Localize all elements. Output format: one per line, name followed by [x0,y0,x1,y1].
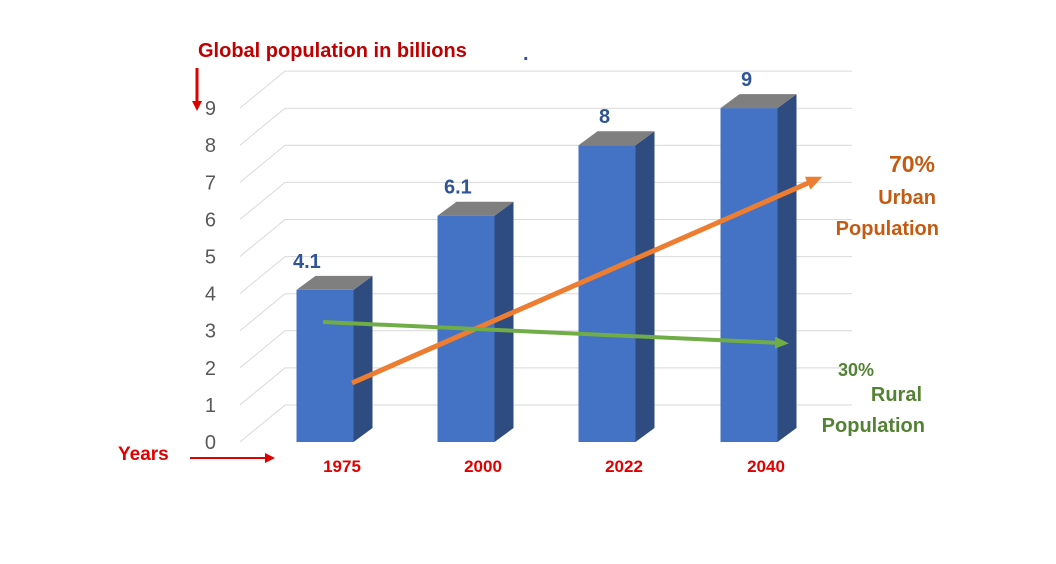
rural-label-line1: Rural [871,384,922,406]
urban-label-line1: Urban [878,187,936,209]
y-tick-label: 6 [205,209,216,231]
gridlines [239,70,852,443]
rural-trend-arrow [322,320,789,349]
bar-side [353,275,373,442]
y-axis-title: Global population in billions [198,40,467,62]
urban-label-line2: Population [836,218,939,240]
y-tick-label: 4 [205,284,216,306]
gridline [239,107,852,146]
gridline [239,404,852,443]
x-tick-label: 2040 [747,457,785,476]
gridline [239,367,852,406]
x-tick-label: 1975 [323,457,361,476]
rural-percent: 30% [838,360,874,380]
urban-trend-arrow [350,176,823,386]
gridline [239,144,852,183]
bar-front [720,108,778,442]
x-tick-label: 2022 [605,457,643,476]
x-tick-label: 2000 [464,457,502,476]
gridline [239,219,852,257]
value-label: 8 [599,106,610,128]
bar-top [578,131,655,146]
y-tick-label: 9 [205,98,216,120]
urban-percent: 70% [889,151,935,177]
bars [296,94,797,442]
value-labels: 4.1 6.1 8 9 [293,69,752,273]
bar-top [437,201,514,216]
bar-side [635,131,655,442]
y-tick-label: 8 [205,135,216,157]
y-tick-label: 1 [205,395,216,417]
gridline [239,70,852,109]
value-label: 9 [741,69,752,91]
y-tick-label: 3 [205,321,216,343]
value-label: 4.1 [293,251,321,273]
x-axis-categories: 1975 2000 2022 2040 [323,457,785,476]
y-tick-label: 2 [205,358,216,380]
y-tick-label: 0 [205,432,216,454]
gridline [239,181,852,220]
x-axis-title: Years [118,444,169,465]
bar-side [494,201,514,442]
value-label: 6.1 [444,177,472,199]
gridline [239,330,852,369]
y-tick-label: 7 [205,172,216,194]
y-tick-label: 5 [205,247,216,269]
rural-label-line2: Population [822,415,925,437]
y-axis-title-suffix: . [523,43,529,65]
bar-top [296,275,373,290]
bar [296,275,373,442]
bar-front [578,145,636,442]
bar-top [720,94,797,109]
bar [720,94,797,442]
y-axis-ticks: 0 1 2 3 4 5 6 7 8 9 [205,98,216,454]
bar-side [777,94,797,442]
bar [578,131,655,442]
bar [437,201,514,442]
bar-front [296,289,354,442]
gridline [239,256,852,294]
gridline [239,293,852,332]
